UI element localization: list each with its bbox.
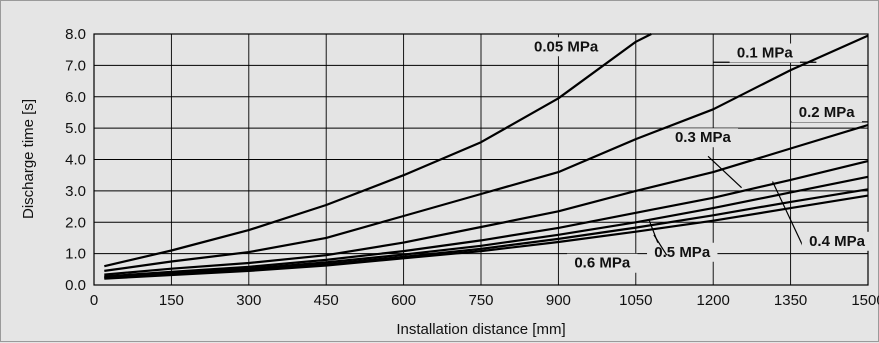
label-background — [567, 253, 638, 273]
series-line — [104, 160, 869, 278]
y-tick-label: 3.0 — [65, 183, 86, 200]
y-axis-label: Discharge time [s] — [20, 99, 37, 219]
series-label: 0.3 MPa — [675, 129, 732, 146]
label-leader-line — [771, 181, 805, 248]
y-tick-label: 4.0 — [65, 152, 86, 169]
x-tick-label: 1350 — [774, 292, 807, 309]
x-tick-label: 750 — [468, 292, 493, 309]
label-background — [526, 37, 606, 57]
label-background — [801, 231, 873, 251]
label-background — [791, 103, 862, 123]
y-tick-label: 0.0 — [65, 277, 86, 294]
series-line — [104, 33, 652, 268]
label-background — [667, 128, 739, 148]
series-label: 0.2 MPa — [799, 104, 856, 121]
label-background — [729, 43, 800, 63]
x-tick-label: 600 — [391, 292, 416, 309]
series-lines — [104, 33, 869, 280]
x-tick-label: 300 — [236, 292, 261, 309]
x-tick-label: 450 — [314, 292, 339, 309]
x-tick-label: 0 — [90, 292, 98, 309]
y-tick-label: 8.0 — [65, 26, 86, 43]
series-line — [104, 123, 869, 276]
series-labels: 0.05 MPa 0.1 MPa 0.2 MPa 0.3 MPa 0.4 MPa 0.5 … — [526, 37, 873, 273]
series-label: 0.4 MPa — [809, 233, 866, 250]
label-background — [647, 242, 718, 262]
series-label: 0.6 MPa — [574, 255, 631, 272]
y-tick-label: 2.0 — [65, 214, 86, 231]
y-tick-label: 6.0 — [65, 89, 86, 106]
label-leader-line — [653, 234, 668, 256]
x-tick-label: 1050 — [619, 292, 652, 309]
label-leader-line — [707, 155, 742, 189]
x-tick-label: 1200 — [697, 292, 730, 309]
x-tick-label: 900 — [546, 292, 571, 309]
series-line — [104, 194, 869, 280]
grid-lines — [94, 34, 868, 285]
series-label: 0.05 MPa — [534, 38, 599, 55]
y-tick-label: 5.0 — [65, 120, 86, 137]
y-tick-label: 1.0 — [65, 246, 86, 263]
x-axis-label: Installation distance [mm] — [396, 321, 565, 338]
x-tick-label: 150 — [159, 292, 184, 309]
series-line — [104, 34, 869, 272]
series-label: 0.5 MPa — [654, 244, 711, 261]
series-label: 0.1 MPa — [737, 45, 794, 62]
y-tick-label: 7.0 — [65, 57, 86, 74]
